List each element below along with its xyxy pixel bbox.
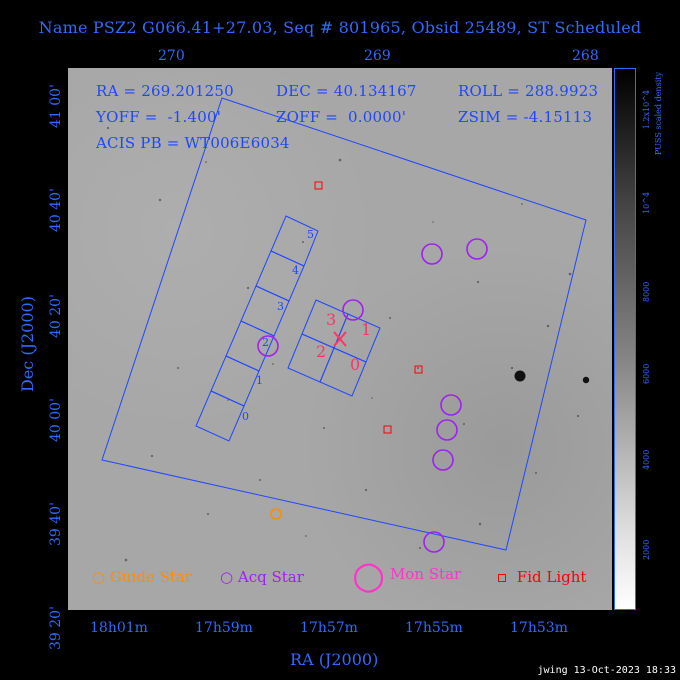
- ccd-label-0: 0: [242, 410, 249, 423]
- legend-guide-star: ○ Guide Star: [92, 568, 192, 586]
- footer-timestamp: jwing 13-Oct-2023 18:33: [537, 665, 676, 676]
- ccd-label-5: 5: [307, 228, 314, 241]
- colorbar-tick-3: 6000: [642, 363, 651, 384]
- dec-value: DEC = 40.134167: [276, 82, 417, 100]
- legend-mon-star: ○ Mon Star: [352, 556, 461, 594]
- acq-star-icon: ○: [220, 568, 234, 586]
- y-axis-label: Dec (J2000): [18, 296, 37, 392]
- zoff-value: ZOFF = 0.0000': [276, 108, 407, 126]
- ccd-label-4: 4: [292, 264, 299, 277]
- colorbar-tick-1: 10^4: [642, 192, 651, 214]
- ccd-label-2: 2: [262, 336, 269, 349]
- legend-fid-light: Fid Light: [498, 568, 586, 586]
- plot-overlay: [101, 97, 590, 562]
- bottom-tick-5: 17h53m: [510, 620, 568, 636]
- top-tick-1: 270: [158, 48, 185, 64]
- sky-plot: RA = 269.201250 DEC = 40.134167 ROLL = 2…: [68, 68, 612, 610]
- colorbar: [614, 68, 636, 610]
- legend-acq-star: ○ Acq Star: [220, 568, 304, 586]
- top-tick-3: 268: [572, 48, 599, 64]
- guide-star-icon: ○: [92, 568, 106, 586]
- colorbar-tick-5: 2000: [642, 539, 651, 560]
- ccd-label-right-2: 2: [316, 342, 327, 361]
- yoff-value: YOFF = -1.400': [96, 108, 222, 126]
- roll-value: ROLL = 288.9923: [458, 82, 599, 100]
- fid-light-label: Fid Light: [516, 568, 587, 586]
- colorbar-tick-4: 4000: [642, 449, 651, 470]
- ccd-label-right-0: 0: [350, 355, 361, 374]
- colorbar-top-label: 1.2x10^4: [642, 90, 651, 130]
- acis-value: ACIS PB = WT006E6034: [96, 134, 290, 152]
- acq-star-label: Acq Star: [237, 568, 304, 586]
- colorbar-tick-2: 8000: [642, 281, 651, 302]
- zsim-value: ZSIM = -4.15113: [458, 108, 593, 126]
- guide-star-label: Guide Star: [109, 568, 192, 586]
- ccd-label-right-1: 1: [361, 320, 372, 339]
- left-tick-2: 40 40': [48, 188, 64, 232]
- fid-light-icon: [498, 574, 506, 582]
- ccd-label-right-3: 3: [326, 310, 337, 329]
- plot-title: Name PSZ2 G066.41+27.03, Seq # 801965, O…: [38, 18, 642, 37]
- bottom-tick-3: 17h57m: [300, 620, 358, 636]
- colorbar-label: PUSS scaled density: [654, 72, 663, 156]
- bottom-tick-4: 17h55m: [405, 620, 463, 636]
- left-tick-6: 39 20': [48, 606, 64, 650]
- top-tick-2: 269: [364, 48, 391, 64]
- bottom-tick-2: 17h59m: [195, 620, 253, 636]
- x-axis-label: RA (J2000): [290, 650, 379, 669]
- left-tick-4: 40 00': [48, 398, 64, 442]
- left-tick-3: 40 20': [48, 294, 64, 338]
- mon-star-label: Mon Star: [389, 565, 462, 583]
- ccd-label-3: 3: [277, 300, 284, 313]
- left-tick-5: 39 40': [48, 502, 64, 546]
- left-tick-1: 41 00': [48, 84, 64, 128]
- ccd-label-1: 1: [256, 374, 263, 387]
- mon-star-icon: ○: [352, 553, 386, 597]
- bottom-tick-1: 18h01m: [90, 620, 148, 636]
- ra-value: RA = 269.201250: [96, 82, 234, 100]
